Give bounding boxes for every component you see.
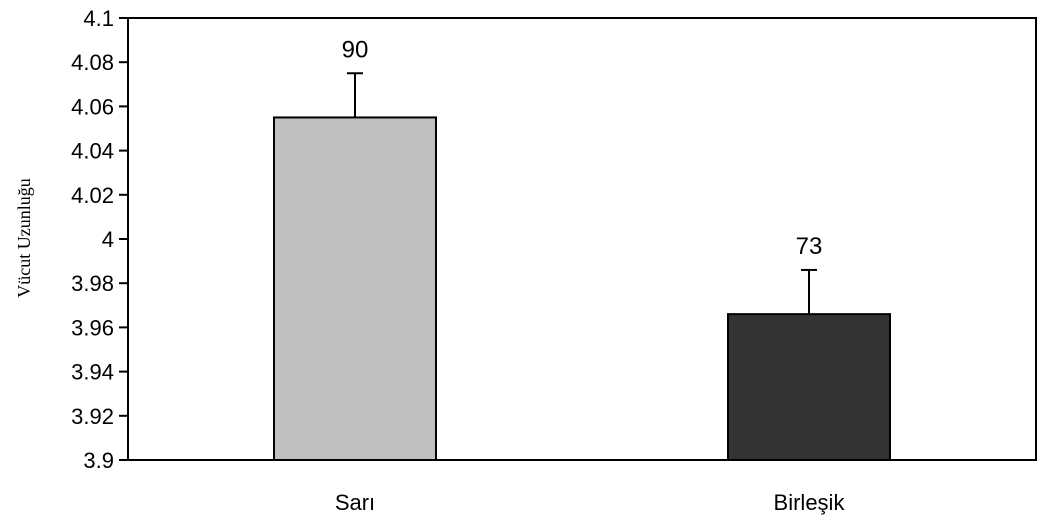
- y-tick-label: 4.06: [71, 94, 114, 119]
- y-tick-label: 4.04: [71, 139, 114, 164]
- plot-frame: [127, 17, 1037, 461]
- bar-2: [727, 313, 891, 462]
- y-tick-label: 3.9: [83, 448, 114, 473]
- data-label-2: 73: [796, 233, 823, 260]
- plot-area: 3.9 3.92 3.94 3.96 3.98 4 4.02 4.04 4.06 4.08 4.1 9…: [71, 6, 1037, 515]
- y-tick-label: 4.02: [71, 183, 114, 208]
- category-label-2: Birleşik: [774, 490, 846, 515]
- bar-1: [273, 116, 437, 461]
- y-axis-title: Vücut Uzunluğu: [14, 178, 34, 297]
- y-tick-label: 3.92: [71, 404, 114, 429]
- data-label-1: 90: [342, 36, 369, 63]
- y-tick-label: 4: [102, 227, 114, 252]
- y-tick-label: 3.98: [71, 271, 114, 296]
- y-tick-label: 4.1: [83, 6, 114, 31]
- y-tick-label: 4.08: [71, 50, 114, 75]
- y-tick-label: 3.94: [71, 360, 114, 385]
- category-label-1: Sarı: [335, 490, 375, 515]
- y-tick-label: 3.96: [71, 315, 114, 340]
